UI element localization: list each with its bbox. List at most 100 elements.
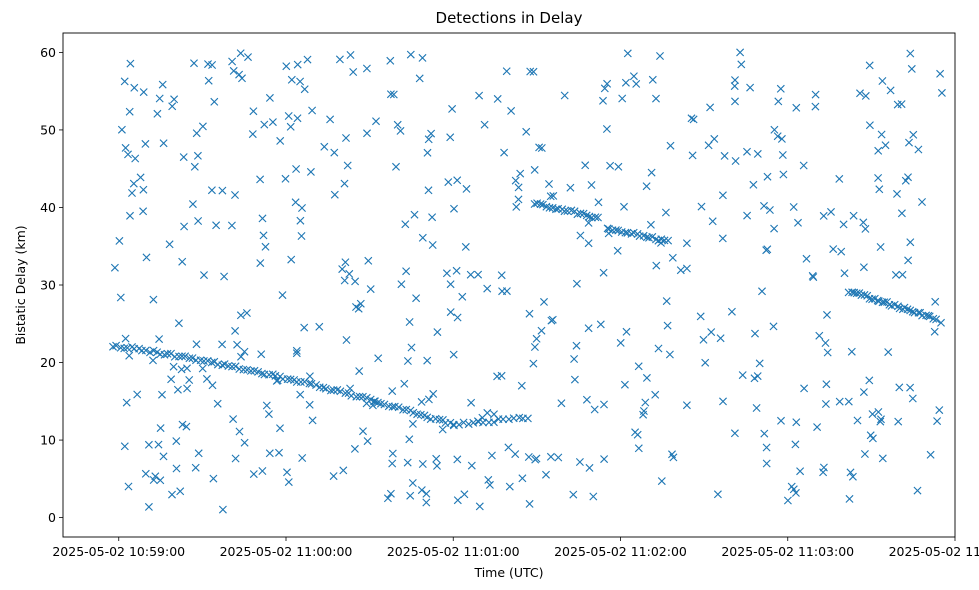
detection-point	[730, 82, 739, 91]
detection-point	[275, 448, 283, 457]
detection-point	[126, 59, 135, 68]
track-point	[380, 400, 389, 409]
detection-point	[651, 390, 660, 399]
detection-point	[603, 79, 612, 88]
detection-point	[200, 271, 208, 280]
detection-point	[542, 470, 550, 479]
detection-point	[240, 438, 249, 447]
detection-point	[895, 383, 904, 392]
detection-point	[182, 422, 191, 431]
detection-point	[936, 69, 945, 78]
detection-point	[800, 384, 809, 393]
detection-point	[248, 130, 257, 139]
track-point	[163, 349, 172, 358]
detection-point	[418, 233, 427, 242]
detection-point	[141, 469, 150, 478]
detection-point	[341, 258, 350, 267]
detection-point	[835, 397, 844, 406]
detection-point	[193, 151, 202, 160]
detection-point	[155, 335, 164, 344]
detection-point	[144, 502, 153, 511]
detection-point	[753, 372, 762, 381]
detection-point	[442, 269, 451, 278]
detection-point	[424, 186, 433, 195]
track-point	[932, 315, 941, 324]
detection-point	[149, 476, 158, 484]
track-point	[315, 383, 324, 392]
detection-point	[861, 91, 870, 100]
detection-point	[433, 328, 442, 337]
track-point	[852, 289, 861, 298]
detection-point	[791, 488, 800, 497]
detection-point	[229, 66, 238, 75]
detection-point	[763, 245, 772, 254]
detection-point	[174, 319, 183, 328]
detection-point	[894, 417, 903, 426]
detection-point	[362, 399, 371, 408]
detection-point	[142, 253, 151, 262]
detection-point	[326, 115, 335, 124]
y-tick-label: 60	[40, 45, 56, 60]
detection-point	[516, 169, 525, 178]
track-point	[319, 383, 328, 392]
detection-point	[417, 397, 426, 406]
detection-point	[446, 133, 455, 142]
detection-point	[529, 359, 538, 368]
detection-point	[192, 129, 201, 138]
detection-point	[596, 320, 605, 329]
detection-point	[259, 231, 268, 240]
detection-point	[602, 125, 611, 133]
detection-point	[860, 450, 869, 458]
track-point	[120, 344, 129, 353]
track-point	[296, 378, 305, 386]
detection-point	[526, 67, 535, 76]
detection-point	[907, 64, 916, 73]
track-point	[591, 213, 600, 222]
track-point	[137, 346, 146, 355]
detection-point	[789, 203, 798, 211]
detection-point	[410, 210, 419, 219]
detection-point	[930, 327, 939, 336]
detection-point	[346, 384, 355, 393]
detection-point	[291, 198, 300, 207]
detection-point	[823, 310, 831, 319]
detection-point	[165, 240, 174, 249]
detection-point	[276, 424, 284, 433]
detection-point	[935, 406, 944, 415]
detection-point	[352, 303, 360, 311]
detection-point	[298, 454, 307, 462]
detection-point	[330, 190, 339, 199]
detection-point	[388, 387, 397, 396]
detection-point	[335, 55, 344, 64]
detection-point	[218, 186, 227, 195]
detection-point	[179, 153, 188, 162]
track-point	[321, 384, 330, 393]
detection-point	[749, 180, 758, 189]
detection-point	[401, 220, 410, 229]
detection-point	[178, 257, 187, 266]
detection-point	[840, 269, 849, 278]
detection-point	[228, 57, 237, 66]
track-point	[220, 360, 229, 369]
detection-point	[897, 100, 906, 109]
detection-point	[874, 174, 883, 182]
detection-point	[422, 489, 431, 498]
detection-point	[738, 371, 747, 380]
detection-point	[493, 94, 502, 103]
track-point	[228, 362, 236, 371]
track-point	[627, 229, 636, 238]
detection-point	[424, 135, 433, 144]
detection-point	[405, 318, 414, 326]
track-point	[326, 386, 335, 395]
detection-point	[453, 313, 462, 322]
detection-point	[125, 107, 134, 116]
detection-point	[839, 220, 848, 229]
track-point	[587, 213, 596, 222]
track-point	[175, 352, 183, 361]
detection-point	[155, 94, 164, 103]
detection-point	[623, 49, 632, 58]
detection-point	[487, 451, 496, 460]
detection-point	[621, 78, 630, 87]
detection-point	[914, 145, 923, 154]
detection-point	[584, 218, 593, 227]
